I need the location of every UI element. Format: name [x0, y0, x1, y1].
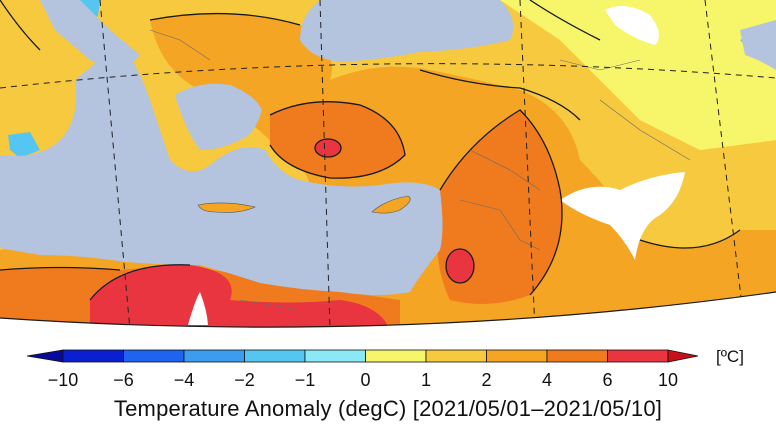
no-data-libya	[188, 292, 208, 325]
anomaly-region-6-10	[90, 264, 390, 328]
anomaly-peak-anatolia	[314, 138, 342, 158]
island-crete	[197, 202, 256, 213]
sea-adriatic	[40, 0, 140, 75]
island-cyprus	[371, 195, 411, 214]
sea-caspian	[740, 20, 776, 70]
map-frame-edge	[0, 291, 776, 328]
colorbar-tick-label: 4	[542, 370, 552, 390]
colorbar-unit-label: [ºC]	[716, 347, 744, 366]
graticule	[0, 0, 776, 328]
colorbar-over-arrow	[667, 349, 699, 363]
anomaly-region-2-4	[0, 13, 776, 328]
colorbar: −10 −6 −4 −2 −1 0 1 2 4 6 10	[26, 349, 699, 390]
colorbar-tick-label: 10	[658, 370, 678, 390]
colorbar-cell	[486, 349, 548, 363]
colorbar-cell	[365, 349, 427, 363]
colorbar-cell	[607, 349, 669, 363]
temperature-anomaly-map	[0, 0, 776, 328]
cold-patch-west	[8, 132, 40, 158]
no-data-mesopotamia	[560, 172, 685, 260]
colorbar-cell	[546, 349, 608, 363]
colorbar-tick-label: 0	[360, 370, 370, 390]
map-caption: Temperature Anomaly (degC) [2021/05/01–2…	[113, 396, 663, 421]
sea-black	[300, 0, 514, 62]
colorbar-tick-label: 6	[602, 370, 612, 390]
contour-lines	[0, 0, 741, 301]
colorbar-tick-label: 2	[481, 370, 491, 390]
colorbar-cell	[244, 349, 306, 363]
sea-aegean	[175, 83, 262, 150]
anomaly-peak-levant	[445, 248, 475, 284]
colorbar-cell	[183, 349, 245, 363]
colorbar-cell	[425, 349, 487, 363]
colorbar-under-arrow	[26, 349, 64, 363]
anomaly-region-4-6	[270, 101, 405, 179]
colorbar-cell	[62, 349, 124, 363]
country-borders	[149, 29, 691, 311]
anomaly-region-1-2-north	[500, 0, 776, 150]
colorbar-tick-label: −1	[295, 370, 316, 390]
colorbar-cell	[123, 349, 185, 363]
colorbar-tick-label: 1	[421, 370, 431, 390]
no-data-caucasus	[605, 6, 659, 45]
colorbar-tick-label: −10	[48, 370, 79, 390]
colorbar-tick-label: −2	[234, 370, 255, 390]
colorbar-cell	[304, 349, 366, 363]
colorbar-tick-label: −6	[113, 370, 134, 390]
colorbar-tick-label: −4	[174, 370, 195, 390]
sea-mediterranean	[0, 40, 443, 295]
